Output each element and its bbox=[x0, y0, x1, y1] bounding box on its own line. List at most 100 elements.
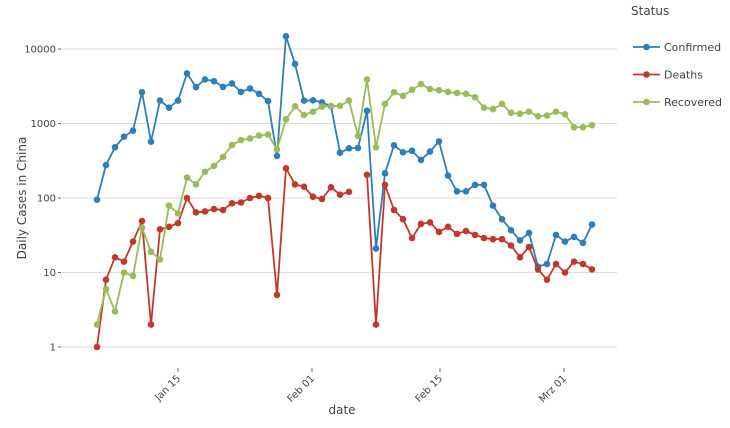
data-point bbox=[588, 121, 596, 129]
data-point bbox=[390, 206, 398, 214]
data-point bbox=[336, 149, 344, 156]
data-point bbox=[435, 228, 443, 236]
data-point bbox=[561, 110, 569, 118]
data-point bbox=[561, 238, 569, 245]
data-point bbox=[498, 215, 506, 223]
data-point bbox=[156, 256, 164, 263]
legend-item-deaths: Deaths bbox=[633, 69, 703, 82]
data-point bbox=[201, 208, 209, 215]
series-recovered bbox=[93, 76, 596, 328]
data-point bbox=[228, 80, 236, 87]
data-point bbox=[165, 223, 173, 231]
data-point bbox=[489, 105, 497, 113]
y-tick-label: 10 bbox=[43, 268, 56, 279]
data-point bbox=[480, 234, 488, 242]
data-point bbox=[237, 136, 245, 144]
data-point bbox=[417, 80, 425, 88]
data-point bbox=[210, 77, 218, 85]
data-point bbox=[129, 238, 137, 245]
data-point bbox=[228, 199, 236, 207]
data-point bbox=[228, 141, 236, 149]
data-point bbox=[363, 76, 371, 83]
data-point bbox=[399, 215, 407, 223]
data-point bbox=[192, 209, 200, 216]
data-point bbox=[399, 92, 407, 100]
data-point bbox=[246, 194, 254, 202]
data-point bbox=[579, 239, 587, 247]
data-point bbox=[417, 156, 425, 164]
data-point bbox=[201, 168, 209, 176]
y-tick-label: 1 bbox=[50, 343, 56, 354]
data-point bbox=[426, 85, 434, 93]
y-tick-label: 100 bbox=[37, 194, 56, 205]
data-point bbox=[525, 229, 533, 237]
y-tick-label: 10000 bbox=[24, 45, 56, 56]
data-point bbox=[174, 210, 182, 217]
data-point bbox=[282, 165, 290, 172]
data-point bbox=[147, 138, 155, 145]
data-point bbox=[498, 235, 506, 243]
data-point bbox=[264, 194, 272, 202]
data-point bbox=[543, 276, 551, 284]
data-point bbox=[570, 258, 578, 265]
data-point bbox=[354, 132, 362, 140]
x-axis: Jan 15 Feb 01 Feb 15 Mrz 01 bbox=[152, 368, 569, 405]
data-point bbox=[372, 245, 380, 252]
data-point bbox=[291, 60, 299, 68]
data-point bbox=[471, 93, 479, 101]
legend: Status Confirmed Deaths Recovered bbox=[631, 4, 722, 109]
data-point bbox=[381, 181, 389, 189]
data-point bbox=[282, 33, 290, 40]
data-point bbox=[390, 88, 398, 96]
data-point bbox=[489, 202, 497, 209]
data-point bbox=[219, 153, 227, 161]
series-line bbox=[366, 174, 593, 326]
legend-label: Recovered bbox=[664, 96, 722, 109]
data-point bbox=[471, 231, 479, 239]
data-point bbox=[516, 237, 524, 244]
data-point bbox=[282, 115, 290, 123]
data-point bbox=[552, 231, 560, 239]
y-axis: 1 10 100 1000 10000 bbox=[24, 45, 61, 354]
data-point bbox=[192, 83, 200, 91]
data-point bbox=[381, 169, 389, 177]
data-point bbox=[147, 248, 155, 256]
data-point bbox=[579, 123, 587, 131]
data-point bbox=[516, 253, 524, 261]
data-point bbox=[219, 206, 227, 214]
data-point bbox=[471, 181, 479, 189]
data-point bbox=[300, 97, 308, 104]
legend-label: Confirmed bbox=[664, 41, 721, 54]
data-point bbox=[552, 108, 560, 116]
data-point bbox=[237, 88, 245, 96]
data-point bbox=[111, 143, 119, 151]
data-point bbox=[246, 85, 254, 92]
data-point bbox=[462, 227, 470, 235]
data-point bbox=[174, 97, 182, 104]
data-point bbox=[264, 97, 272, 105]
data-point bbox=[183, 174, 191, 181]
data-point bbox=[327, 184, 335, 191]
data-point bbox=[174, 219, 182, 227]
data-point bbox=[255, 132, 263, 139]
data-point bbox=[309, 193, 317, 201]
data-point bbox=[273, 291, 281, 299]
legend-title: Status bbox=[631, 4, 669, 18]
data-point bbox=[237, 199, 245, 206]
data-point bbox=[210, 162, 218, 170]
data-point bbox=[309, 108, 317, 116]
legend-item-recovered: Recovered bbox=[633, 96, 722, 109]
legend-dot-icon bbox=[643, 71, 650, 78]
data-point bbox=[183, 70, 191, 77]
data-point bbox=[534, 266, 542, 273]
data-point bbox=[552, 260, 560, 268]
data-point bbox=[570, 233, 578, 241]
data-point bbox=[507, 226, 515, 234]
data-point bbox=[408, 147, 416, 155]
data-point bbox=[453, 188, 461, 195]
data-point bbox=[354, 144, 362, 152]
data-point bbox=[255, 192, 263, 200]
data-point bbox=[561, 269, 569, 276]
data-point bbox=[147, 321, 155, 328]
data-point bbox=[588, 221, 596, 228]
